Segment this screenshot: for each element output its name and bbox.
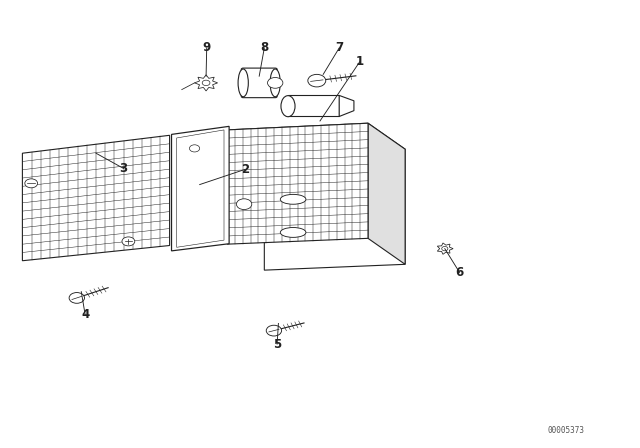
Circle shape: [25, 179, 38, 188]
Polygon shape: [22, 135, 170, 261]
Polygon shape: [339, 95, 354, 116]
Polygon shape: [172, 126, 229, 251]
Ellipse shape: [270, 69, 280, 97]
Text: 00005373: 00005373: [548, 426, 585, 435]
Circle shape: [202, 80, 210, 86]
Ellipse shape: [280, 228, 306, 237]
Circle shape: [236, 199, 252, 210]
Text: 4: 4: [81, 308, 89, 321]
Circle shape: [189, 145, 200, 152]
Polygon shape: [368, 123, 405, 264]
Text: 3: 3: [120, 162, 127, 175]
Circle shape: [268, 78, 283, 88]
Text: 6: 6: [456, 266, 463, 279]
Circle shape: [266, 325, 282, 336]
Ellipse shape: [238, 69, 248, 97]
Circle shape: [69, 293, 84, 303]
Ellipse shape: [281, 96, 295, 117]
FancyBboxPatch shape: [241, 68, 277, 98]
Text: 1: 1: [356, 55, 364, 69]
Polygon shape: [195, 75, 218, 91]
Polygon shape: [264, 149, 405, 270]
Polygon shape: [288, 95, 339, 116]
Circle shape: [308, 74, 326, 87]
Polygon shape: [177, 130, 224, 247]
Circle shape: [442, 246, 448, 251]
Text: 8: 8: [260, 41, 268, 55]
Text: 5: 5: [273, 337, 281, 351]
Text: 9: 9: [203, 41, 211, 55]
Polygon shape: [227, 123, 368, 244]
Text: 2: 2: [241, 163, 249, 176]
Polygon shape: [437, 243, 453, 254]
Polygon shape: [227, 123, 405, 156]
Circle shape: [122, 237, 135, 246]
Ellipse shape: [280, 194, 306, 204]
Text: 7: 7: [335, 41, 343, 55]
